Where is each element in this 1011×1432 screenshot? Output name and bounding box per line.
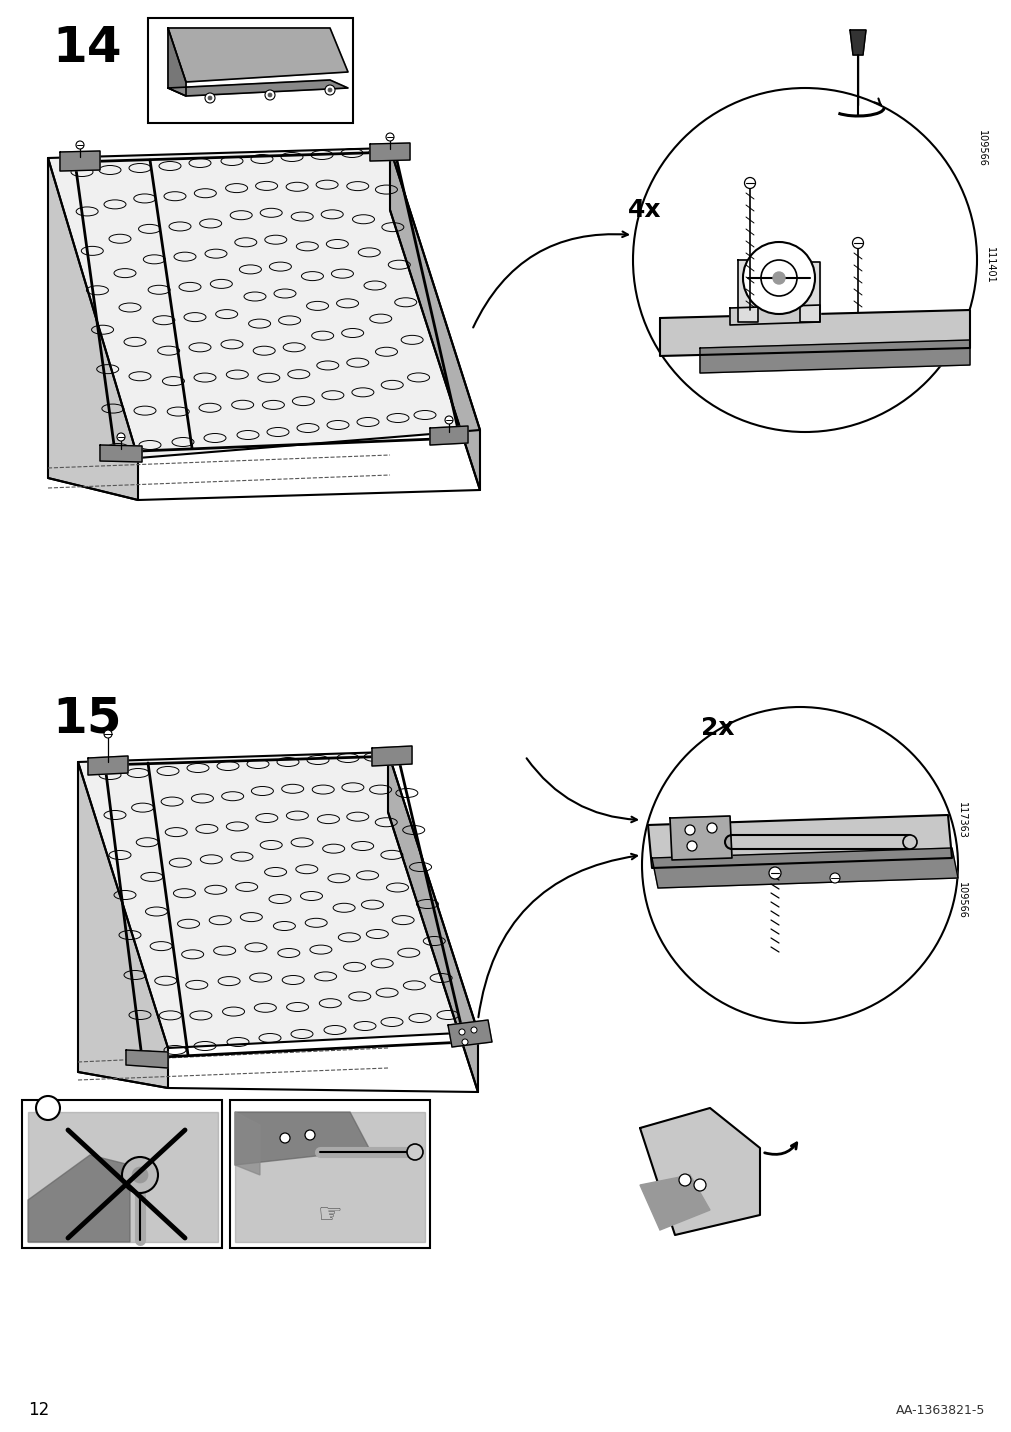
Ellipse shape — [406, 1144, 423, 1160]
Circle shape — [742, 242, 814, 314]
Text: i: i — [45, 1101, 51, 1114]
Polygon shape — [60, 150, 100, 170]
Circle shape — [76, 140, 84, 149]
Polygon shape — [647, 815, 951, 868]
Polygon shape — [126, 1050, 168, 1068]
Text: 109566: 109566 — [976, 129, 986, 166]
Polygon shape — [168, 29, 186, 96]
Circle shape — [462, 1040, 467, 1045]
Text: AA-1363821-5: AA-1363821-5 — [895, 1403, 984, 1416]
Polygon shape — [28, 1113, 217, 1242]
Polygon shape — [387, 752, 477, 1093]
Polygon shape — [659, 309, 969, 357]
Circle shape — [707, 823, 716, 833]
Circle shape — [208, 96, 211, 100]
Polygon shape — [800, 262, 819, 322]
Polygon shape — [669, 816, 731, 861]
Polygon shape — [88, 756, 127, 775]
Circle shape — [304, 1130, 314, 1140]
Polygon shape — [78, 762, 168, 1088]
Polygon shape — [372, 746, 411, 766]
FancyBboxPatch shape — [148, 19, 353, 123]
Circle shape — [694, 1179, 706, 1191]
Polygon shape — [168, 80, 348, 96]
Polygon shape — [729, 305, 819, 325]
Circle shape — [829, 874, 839, 884]
Polygon shape — [639, 1108, 759, 1234]
Polygon shape — [78, 752, 477, 1048]
Circle shape — [459, 1030, 464, 1035]
Polygon shape — [28, 1156, 129, 1242]
Text: 15: 15 — [52, 695, 121, 742]
Circle shape — [470, 1027, 476, 1032]
Circle shape — [851, 238, 862, 249]
Circle shape — [280, 1133, 290, 1143]
Text: 12: 12 — [28, 1400, 50, 1419]
Polygon shape — [48, 147, 479, 458]
Circle shape — [117, 432, 125, 441]
Circle shape — [445, 417, 453, 424]
Polygon shape — [235, 1113, 425, 1242]
Circle shape — [205, 93, 214, 103]
Circle shape — [760, 261, 797, 296]
Text: 109566: 109566 — [956, 882, 967, 918]
Circle shape — [744, 178, 755, 189]
Polygon shape — [235, 1113, 370, 1166]
Circle shape — [768, 866, 780, 879]
Text: 117363: 117363 — [956, 802, 967, 839]
FancyBboxPatch shape — [229, 1100, 430, 1249]
Circle shape — [684, 825, 695, 835]
Circle shape — [328, 87, 332, 92]
Polygon shape — [235, 1113, 260, 1176]
FancyBboxPatch shape — [22, 1100, 221, 1249]
Polygon shape — [100, 445, 142, 463]
Polygon shape — [849, 30, 865, 54]
Circle shape — [686, 841, 697, 851]
Polygon shape — [651, 848, 957, 888]
Polygon shape — [48, 158, 137, 500]
Circle shape — [36, 1095, 60, 1120]
Polygon shape — [639, 1176, 710, 1230]
Polygon shape — [737, 261, 757, 322]
Polygon shape — [700, 339, 969, 372]
Text: 14: 14 — [52, 24, 121, 72]
Circle shape — [104, 730, 112, 737]
Text: 111401: 111401 — [984, 246, 994, 284]
Text: ☞: ☞ — [317, 1201, 342, 1229]
Polygon shape — [448, 1020, 491, 1047]
Circle shape — [772, 272, 785, 284]
Circle shape — [325, 84, 335, 95]
Ellipse shape — [902, 835, 916, 849]
Circle shape — [268, 93, 272, 97]
Circle shape — [122, 1157, 158, 1193]
Circle shape — [678, 1174, 691, 1186]
Polygon shape — [430, 425, 467, 445]
Polygon shape — [168, 29, 348, 82]
Polygon shape — [370, 143, 409, 160]
Polygon shape — [389, 147, 479, 490]
Circle shape — [131, 1167, 148, 1183]
Circle shape — [385, 133, 393, 140]
Text: 4x: 4x — [628, 198, 661, 222]
Circle shape — [265, 90, 275, 100]
Text: 2x: 2x — [701, 716, 734, 740]
